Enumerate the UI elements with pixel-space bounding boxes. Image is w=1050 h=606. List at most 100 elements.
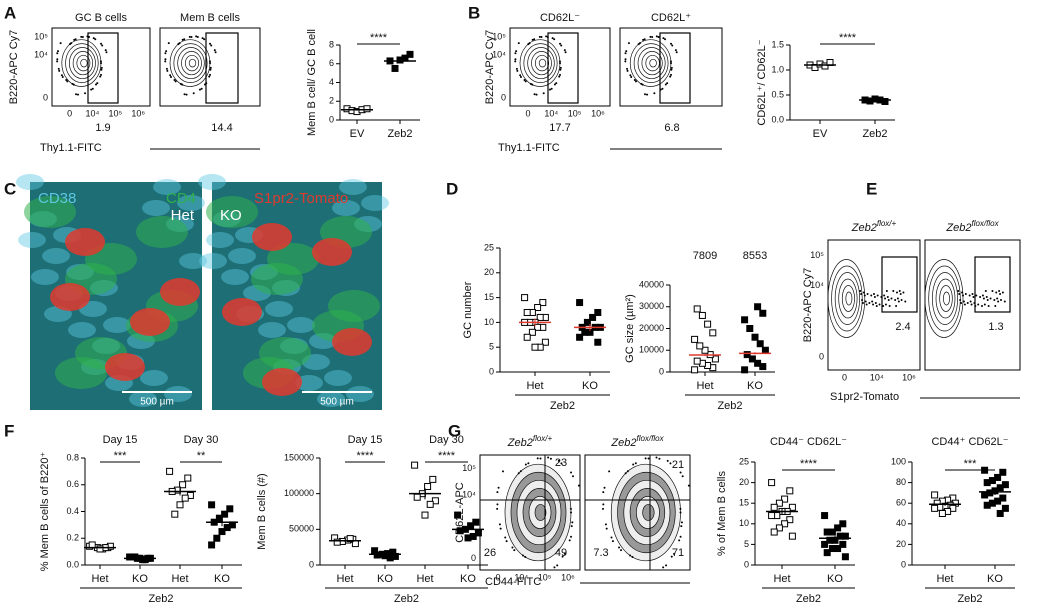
event-dot xyxy=(655,456,658,459)
gate-percentage: 14.4 xyxy=(211,122,232,134)
event-dot xyxy=(65,79,68,82)
event-dot xyxy=(876,294,879,297)
event-dot xyxy=(981,294,984,297)
event-dot xyxy=(670,68,673,71)
y-tick-label: 1.5 xyxy=(771,39,784,49)
event-dot xyxy=(72,83,75,86)
event-dot xyxy=(524,80,527,83)
data-point xyxy=(775,524,783,532)
tissue-texture xyxy=(198,174,226,190)
event-dot xyxy=(563,49,566,52)
event-dot xyxy=(626,69,629,72)
contour xyxy=(72,51,94,76)
event-dot xyxy=(651,35,654,38)
contour xyxy=(834,272,861,325)
event-dot xyxy=(104,49,107,52)
tissue-texture xyxy=(177,195,205,211)
event-dot xyxy=(679,511,682,514)
event-dot xyxy=(626,67,629,70)
panel-letter: E xyxy=(866,179,877,198)
plot-title: Zeb2flox/flox xyxy=(945,219,999,234)
event-dot xyxy=(198,88,201,91)
gc-region xyxy=(105,353,145,381)
data-point xyxy=(181,494,189,502)
event-dot xyxy=(558,60,561,63)
group-label: Day 15 xyxy=(103,434,138,446)
event-dot xyxy=(971,293,974,295)
tissue-texture xyxy=(164,386,192,402)
data-point xyxy=(770,528,778,536)
event-dot xyxy=(1003,300,1006,303)
event-dot xyxy=(620,549,623,552)
data-point xyxy=(770,503,778,511)
gc-region xyxy=(312,238,352,266)
event-dot xyxy=(90,88,93,91)
data-point xyxy=(581,328,589,336)
data-point xyxy=(981,491,989,499)
event-dot xyxy=(634,462,637,465)
stain-label: S1pr2-Tomato xyxy=(254,190,348,207)
plot-title: CD44⁻ CD62L⁻ xyxy=(770,436,847,448)
event-dot xyxy=(553,83,556,86)
event-dot xyxy=(664,38,667,41)
contour xyxy=(76,54,91,72)
event-dot xyxy=(61,75,64,78)
panel-letter: C xyxy=(4,179,16,198)
contour xyxy=(845,291,853,306)
event-dot xyxy=(896,291,898,294)
data-point xyxy=(429,475,437,483)
event-dot xyxy=(862,291,865,294)
event-dot xyxy=(958,293,961,295)
event-dot xyxy=(670,62,672,65)
contour xyxy=(181,51,202,76)
event-dot xyxy=(496,491,499,494)
x-axis-label: Zeb2 xyxy=(957,593,982,605)
tissue-texture xyxy=(228,248,256,264)
event-dot xyxy=(505,540,508,543)
data-point xyxy=(701,346,709,354)
event-dot xyxy=(517,472,520,475)
y-axis-label: B220-APC Cy7 xyxy=(484,30,496,105)
y-tick-label: 0.5 xyxy=(771,89,784,99)
y-tick-label: 0 xyxy=(659,366,664,376)
event-dot xyxy=(559,68,562,71)
event-dot xyxy=(210,44,213,47)
contour xyxy=(534,504,547,521)
y-tick-label: 50000 xyxy=(289,524,314,534)
event-dot xyxy=(60,74,63,77)
event-dot xyxy=(658,457,661,460)
y-tick-label: 1.0 xyxy=(771,64,784,74)
event-dot xyxy=(214,51,217,54)
data-point xyxy=(454,511,462,519)
contour xyxy=(939,285,953,312)
event-dot xyxy=(196,36,199,39)
event-dot xyxy=(972,296,975,298)
mean-annotation: 8553 xyxy=(743,250,767,262)
event-dot xyxy=(519,470,522,473)
event-dot xyxy=(166,69,169,72)
y-tick-label: 0.4 xyxy=(66,506,79,516)
data-point xyxy=(176,501,184,509)
data-point xyxy=(363,105,371,113)
plot-title: Zeb2flox/flox xyxy=(610,434,664,449)
event-dot xyxy=(556,564,559,567)
data-point xyxy=(759,309,767,317)
event-dot xyxy=(1001,291,1004,294)
data-point xyxy=(693,305,701,313)
event-dot xyxy=(960,302,963,304)
gate xyxy=(547,32,579,104)
event-dot xyxy=(678,539,681,542)
cd4-zone xyxy=(251,263,303,295)
event-dot xyxy=(983,303,986,306)
event-dot xyxy=(553,38,556,41)
event-dot xyxy=(984,290,987,292)
flow-y-tick: 10⁴ xyxy=(462,490,476,500)
event-dot xyxy=(519,74,522,77)
flow-x-tick: 10⁶ xyxy=(902,372,916,382)
significance: **** xyxy=(800,458,818,470)
tissue-texture xyxy=(295,375,323,391)
event-dot xyxy=(577,484,580,487)
contour xyxy=(523,43,558,83)
y-tick-label: 10 xyxy=(484,317,494,327)
y-tick-label: 4 xyxy=(329,77,334,87)
